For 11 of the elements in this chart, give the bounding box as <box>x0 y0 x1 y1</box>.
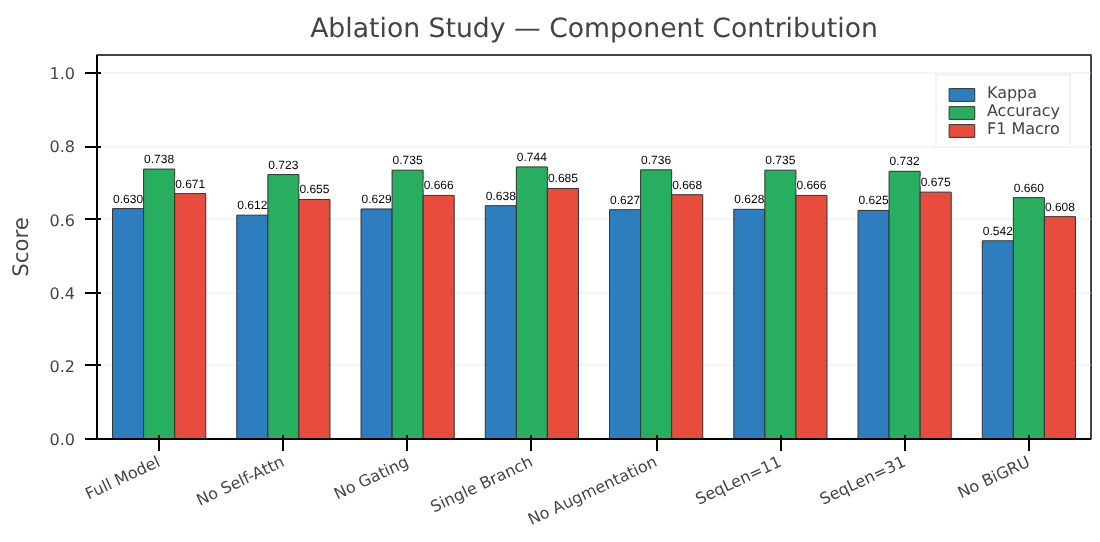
y-axis-title: Score <box>7 217 34 277</box>
legend-label: F1 Macro <box>986 120 1060 138</box>
chart-title: Ablation Study — Component Contribution <box>310 15 878 45</box>
legend-label: Accuracy <box>986 102 1060 120</box>
y-tick-label: 0.8 <box>49 138 76 157</box>
y-tick-label: 0.6 <box>49 211 76 230</box>
legend-label: Kappa <box>986 84 1038 102</box>
y-tick-label: 1.0 <box>49 65 76 84</box>
y-tick-label: 0.0 <box>49 431 76 449</box>
y-tick-label: 0.4 <box>49 284 76 303</box>
y-tick-label: 0.2 <box>49 357 76 376</box>
